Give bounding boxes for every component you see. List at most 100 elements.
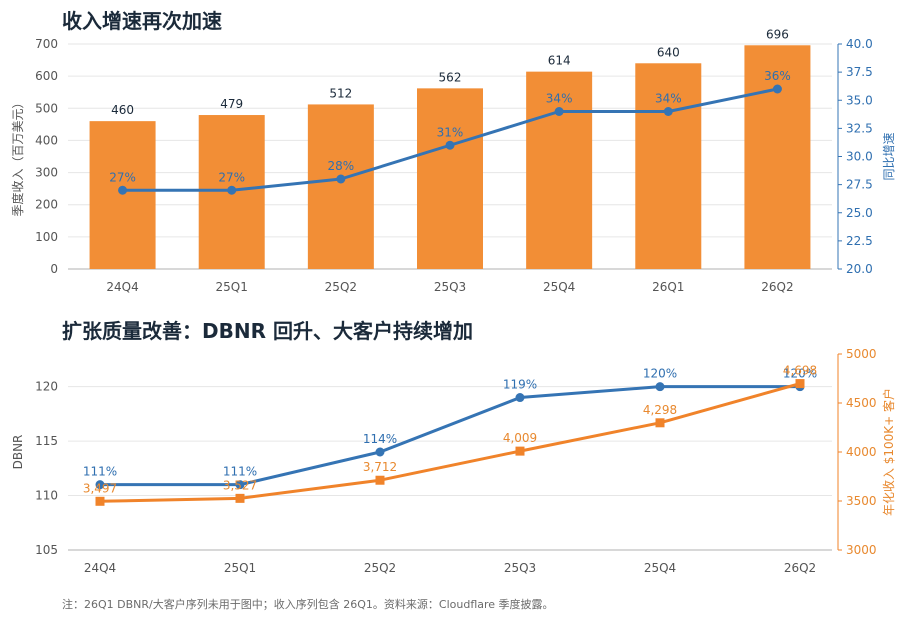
bar-value-label: 562	[439, 70, 462, 84]
bar-value-label: 512	[329, 86, 352, 100]
y2-tick-label: 3000	[846, 543, 877, 557]
y2-tick-label: 5000	[846, 347, 877, 361]
growth-point-label: 34%	[546, 92, 573, 106]
y-tick-label: 700	[35, 37, 58, 51]
y-tick-label: 120	[35, 380, 58, 394]
customers-point	[95, 496, 105, 506]
growth-point-label: 27%	[109, 170, 136, 184]
x-tick-label: 26Q2	[761, 280, 793, 294]
growth-point-label: 27%	[218, 170, 245, 184]
dbnr-point	[375, 447, 385, 457]
bar-value-label: 640	[657, 45, 680, 59]
revenue-bar	[526, 71, 593, 270]
chart-title: 扩张质量改善：DBNR 回升、大客户持续增加	[62, 319, 473, 343]
bar-value-label: 614	[548, 54, 571, 68]
x-tick-label: 25Q1	[216, 280, 248, 294]
dbnr-point-label: 119%	[503, 378, 537, 392]
revenue-chart: 收入增速再次加速 0 100 200 300 400 500 600 700 20.0 22.5 25…	[10, 9, 896, 294]
growth-point	[227, 185, 237, 195]
customers-point	[655, 418, 665, 428]
dbnr-point-label: 114%	[363, 432, 397, 446]
growth-point	[445, 140, 455, 150]
customers-point-label: 4,698	[783, 364, 817, 378]
growth-point	[772, 84, 782, 94]
y-tick-label: 400	[35, 133, 58, 147]
x-tick-label: 26Q2	[784, 561, 816, 575]
growth-point-label: 28%	[328, 159, 355, 173]
x-tick-label: 24Q4	[106, 280, 138, 294]
y2-tick-label: 4500	[846, 396, 877, 410]
x-tick-label: 25Q2	[364, 561, 396, 575]
dbnr-line	[100, 385, 800, 487]
y-tick-label: 110	[35, 489, 58, 503]
x-tick-label: 25Q2	[325, 280, 357, 294]
y-tick-label: 200	[35, 198, 58, 212]
x-tick-label: 24Q4	[84, 561, 116, 575]
y2-tick-label: 27.5	[846, 178, 873, 192]
revenue-bar	[744, 45, 811, 270]
x-tick-label: 25Q3	[504, 561, 536, 575]
x-tick-label: 26Q1	[652, 280, 684, 294]
x-tick-label: 25Q4	[543, 280, 575, 294]
customers-point-label: 4,298	[643, 403, 677, 417]
customers-point	[795, 379, 805, 389]
dbnr-point-label: 111%	[223, 465, 257, 479]
customers-point-label: 4,009	[503, 431, 537, 445]
y-tick-label: 500	[35, 101, 58, 115]
y-axis-label: 季度收入（百万美元）	[10, 96, 25, 216]
revenue-bar	[417, 88, 483, 269]
dbnr-point	[95, 480, 105, 490]
customers-point	[375, 475, 385, 485]
growth-point	[663, 107, 673, 116]
y2-axis-label: 年化收入 $100K+ 客户	[881, 388, 896, 516]
dbnr-point	[515, 393, 525, 403]
y2-tick-label: 3500	[846, 494, 877, 508]
growth-point-label: 36%	[764, 69, 791, 83]
customers-point-label: 3,712	[363, 460, 397, 474]
y2-tick-label: 20.0	[846, 262, 873, 276]
y2-tick-label: 40.0	[846, 37, 873, 51]
y2-tick-label: 30.0	[846, 150, 873, 164]
dbnr-chart: 扩张质量改善：DBNR 回升、大客户持续增加 105 110 115 120 3000 35…	[11, 319, 896, 575]
y2-tick-label: 37.5	[846, 65, 873, 79]
growth-point	[118, 185, 128, 195]
bar-value-label: 479	[220, 97, 243, 111]
dbnr-point-label: 120%	[783, 367, 817, 381]
footnote: 注：26Q1 DBNR/大客户序列未用于图中；收入序列包含 26Q1。资料来源：…	[62, 597, 554, 611]
y-tick-label: 115	[35, 434, 58, 448]
dbnr-point-label: 111%	[83, 465, 117, 479]
y-tick-label: 100	[35, 230, 58, 244]
customers-point-label: 3,497	[83, 481, 117, 495]
bar-value-label: 696	[766, 27, 789, 41]
x-tick-label: 25Q1	[224, 561, 256, 575]
y-tick-label: 0	[50, 262, 58, 276]
customers-point	[515, 446, 525, 456]
x-tick-label: 25Q4	[644, 561, 676, 575]
bar-value-label: 460	[111, 103, 134, 117]
y2-axis-label: 同比增速	[882, 132, 896, 180]
y2-tick-label: 25.0	[846, 206, 873, 220]
revenue-bar	[635, 63, 702, 270]
chart-title: 收入增速再次加速	[62, 9, 222, 33]
y-axis-label: DBNR	[11, 435, 25, 470]
growth-point-label: 34%	[655, 92, 682, 106]
revenue-bar	[307, 104, 374, 269]
y2-tick-label: 35.0	[846, 93, 873, 107]
y2-tick-label: 22.5	[846, 234, 873, 248]
growth-point-label: 31%	[437, 125, 464, 139]
dbnr-point	[655, 382, 665, 392]
x-tick-label: 25Q3	[434, 280, 466, 294]
revenue-bar	[89, 121, 156, 270]
dbnr-point	[235, 480, 245, 490]
growth-point	[336, 174, 346, 184]
y-tick-label: 600	[35, 69, 58, 83]
customers-point	[235, 493, 245, 503]
growth-point	[554, 107, 564, 116]
y2-tick-label: 4000	[846, 445, 877, 459]
customers-point-label: 3,527	[223, 478, 257, 492]
y2-tick-label: 32.5	[846, 121, 873, 135]
y-tick-label: 105	[35, 543, 58, 557]
customers-line	[99, 382, 801, 503]
